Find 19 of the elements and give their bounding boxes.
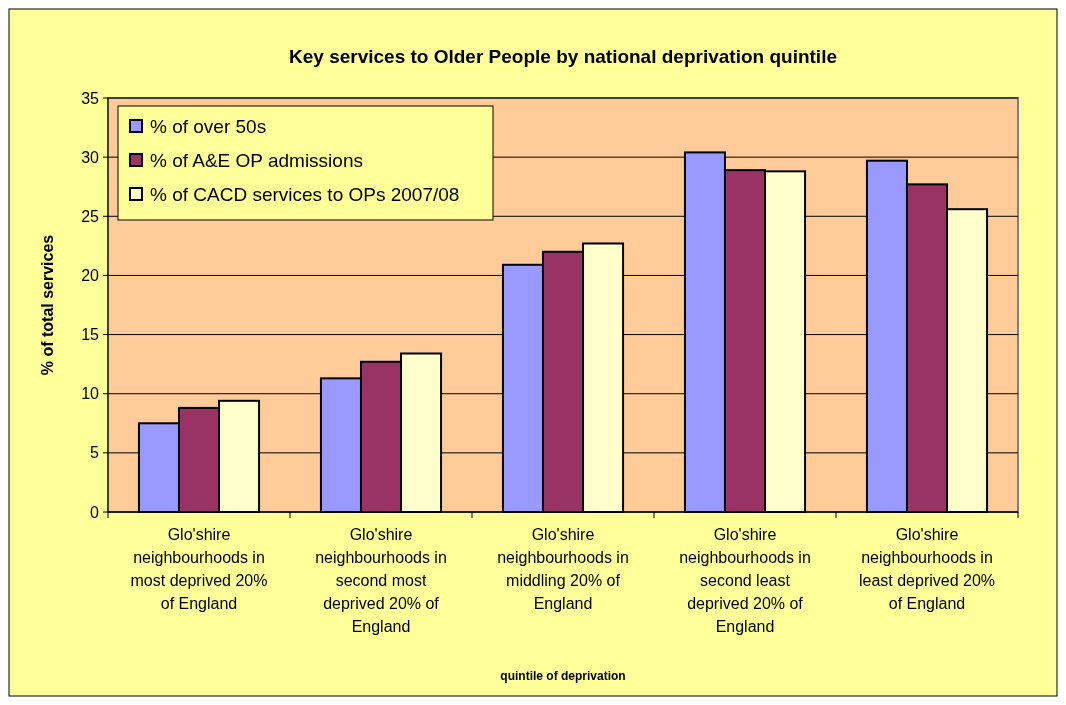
y-tick-label: 30 xyxy=(81,148,100,166)
y-tick-label: 35 xyxy=(81,89,100,107)
x-axis-title: quintile of deprivation xyxy=(500,669,626,683)
x-tick-label: Glo'shire neighbourhoods in least deprived 20% of England xyxy=(858,526,996,612)
y-tick-label: 5 xyxy=(90,444,100,462)
legend-label: % of A&E OP admissions xyxy=(150,149,363,171)
y-tick-label: 10 xyxy=(81,385,100,403)
legend-label: % of over 50s xyxy=(150,115,267,137)
y-tick-label: 15 xyxy=(81,326,100,344)
y-tick-label: 25 xyxy=(81,207,100,225)
x-tick-label: Glo'shire neighbourhoods in middling 20% of England xyxy=(497,526,629,612)
y-tick-label: 0 xyxy=(90,503,100,521)
y-tick-label: 20 xyxy=(81,267,100,285)
y-axis-title: % of total services xyxy=(39,234,56,376)
x-tick-label: Glo'shire neighbourhoods in second least deprived 20% of England xyxy=(679,526,811,635)
x-tick-label: Glo'shire neighbourhoods in most deprived 20% of England xyxy=(130,526,268,612)
chart-title: Key services to Older People by national deprivation quintile xyxy=(289,46,837,67)
x-tick-label: Glo'shire neighbourhoods in second most deprived 20% of England xyxy=(315,526,447,635)
legend-label: % of CACD services to OPs 2007/08 xyxy=(150,183,460,205)
